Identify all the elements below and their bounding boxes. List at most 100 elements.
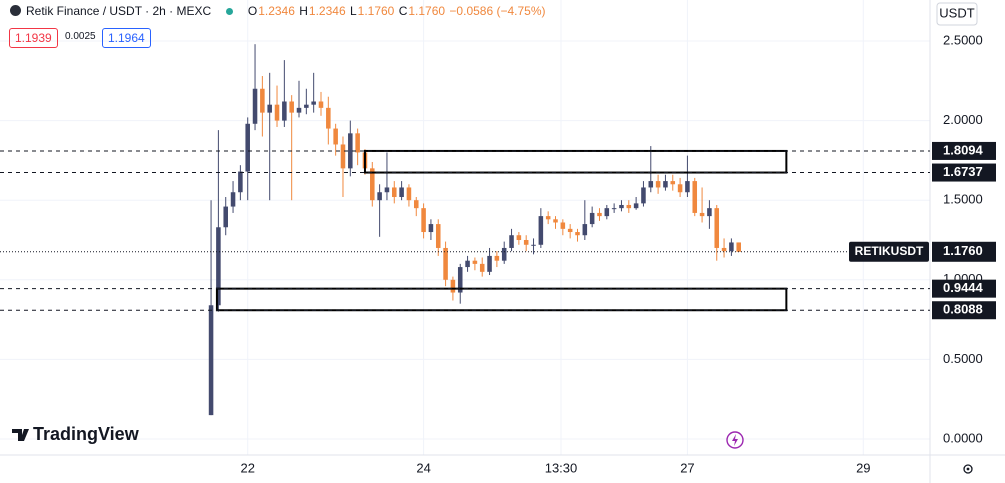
candle-body bbox=[238, 171, 243, 193]
candle-body bbox=[597, 212, 602, 217]
candle-body bbox=[267, 104, 272, 113]
candle-body bbox=[685, 181, 690, 193]
candle-body bbox=[457, 267, 463, 293]
candle-body bbox=[443, 247, 448, 280]
candle-body bbox=[707, 208, 712, 217]
candle-body bbox=[260, 88, 265, 113]
candle-body bbox=[326, 107, 331, 129]
candle-body bbox=[274, 104, 280, 121]
symbol-icon bbox=[10, 5, 21, 16]
last-price-name: RETIKUSDT bbox=[855, 244, 924, 258]
currency[interactable]: USDT bbox=[939, 5, 974, 20]
candle-body bbox=[399, 187, 404, 198]
level-label: 0.9444 bbox=[943, 280, 984, 295]
buy-button[interactable]: 1.1964 bbox=[102, 28, 151, 48]
candle-body bbox=[545, 216, 551, 220]
candle-body bbox=[567, 228, 573, 233]
candle-body bbox=[348, 133, 353, 169]
candle-body bbox=[340, 144, 346, 169]
level-label-box bbox=[932, 163, 996, 182]
candle-body bbox=[729, 242, 734, 252]
candle-body bbox=[435, 224, 441, 248]
ohlc-value: 1.2346 bbox=[258, 4, 295, 18]
candle-body bbox=[487, 255, 492, 272]
level-label-box bbox=[932, 141, 996, 160]
candle-body bbox=[304, 104, 309, 108]
x-tick-label: 24 bbox=[416, 460, 430, 475]
candle-body bbox=[531, 244, 536, 246]
candle-body bbox=[648, 181, 654, 188]
ohlc-label: L bbox=[349, 4, 357, 18]
lightning-icon[interactable] bbox=[726, 431, 744, 449]
ohlc-label: C bbox=[398, 4, 408, 18]
y-tick-label: 0.0000 bbox=[943, 430, 983, 445]
candle-body bbox=[318, 101, 324, 108]
symbol: Retik Finance / USDT · 2h · MEXC bbox=[26, 4, 212, 18]
ohlc-value: 1.1760 bbox=[408, 4, 446, 18]
candle-body bbox=[223, 206, 228, 228]
candle-body bbox=[282, 101, 287, 121]
candle-body bbox=[216, 227, 221, 306]
level-label-box bbox=[932, 279, 996, 298]
ohlc-value: 1.2346 bbox=[308, 4, 346, 18]
candle-body bbox=[450, 279, 456, 293]
level-label: 1.8094 bbox=[943, 142, 984, 157]
change: −0.0586 (−4.75%) bbox=[449, 4, 546, 18]
candle-body bbox=[560, 222, 566, 229]
candle-body bbox=[633, 203, 639, 209]
level-label-box bbox=[932, 301, 996, 320]
candle-body bbox=[670, 181, 676, 185]
last-price-label: 1.1760 bbox=[943, 243, 983, 258]
currency-box[interactable] bbox=[936, 2, 978, 26]
candle-body bbox=[245, 123, 250, 172]
status-dot bbox=[225, 8, 233, 15]
watermark: TradingView bbox=[33, 424, 140, 444]
candle-body bbox=[619, 204, 624, 209]
candle-body bbox=[230, 192, 236, 207]
candle-body bbox=[384, 187, 390, 193]
level-label: 1.6737 bbox=[943, 164, 983, 179]
candle-body bbox=[392, 187, 397, 198]
candle-body bbox=[589, 212, 595, 225]
logo: TradingView bbox=[12, 424, 140, 444]
candle-body bbox=[413, 200, 419, 209]
candle-body bbox=[611, 208, 617, 210]
zone-box bbox=[363, 149, 788, 174]
x-tick-label: 27 bbox=[680, 460, 694, 475]
candle-body bbox=[296, 107, 302, 113]
candle-body bbox=[582, 224, 588, 236]
x-tick-label: 29 bbox=[856, 460, 870, 475]
candle-body bbox=[655, 181, 661, 188]
candle-body bbox=[538, 216, 544, 245]
settings-icon[interactable] bbox=[963, 464, 973, 474]
candle-body bbox=[736, 242, 741, 252]
header: Retik Finance / USDT · 2h · MEXC O1.2346… bbox=[10, 4, 547, 18]
ohlc-value: 1.1760 bbox=[357, 4, 395, 18]
candle-body bbox=[421, 208, 426, 233]
candle-body bbox=[553, 219, 558, 223]
candle-body bbox=[523, 239, 529, 245]
x-tick-label: 13:30 bbox=[545, 460, 578, 475]
y-tick-label: 2.0000 bbox=[943, 112, 983, 127]
candle-body bbox=[699, 212, 705, 217]
candle-body bbox=[370, 168, 375, 201]
candle-body bbox=[377, 192, 382, 201]
grid bbox=[0, 0, 930, 455]
candle-body bbox=[428, 224, 434, 233]
candle-body bbox=[465, 260, 470, 268]
spread: 0.0025 bbox=[65, 31, 96, 42]
candle-body bbox=[472, 260, 478, 264]
zone-box bbox=[215, 287, 788, 312]
candle-body bbox=[509, 235, 514, 248]
candle-body bbox=[208, 305, 214, 416]
last-price-name-box bbox=[849, 241, 929, 262]
candle-body bbox=[714, 208, 720, 248]
candle-body bbox=[311, 101, 316, 105]
sell-button[interactable]: 1.1939 bbox=[9, 28, 58, 48]
y-tick-label: 2.5000 bbox=[943, 32, 983, 47]
candle-body bbox=[692, 181, 698, 213]
candle-body bbox=[289, 101, 294, 113]
